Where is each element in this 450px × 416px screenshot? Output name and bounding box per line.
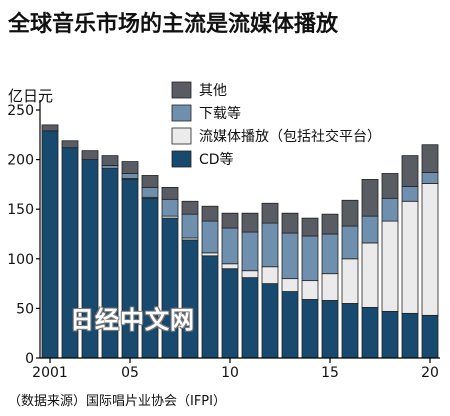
bar-segment-2002-series-3 [61,140,79,149]
legend-swatch-2 [171,127,192,145]
bar-segment-2018-series-3 [381,173,399,199]
bar-segment-2014-series-0 [301,299,319,359]
bar-segment-2005-series-3 [121,161,139,174]
axes-group: 0 50 100 150 200 250 2001 05 10 15 20 [7,100,440,381]
legend-label-2: 流媒体播放（包括社交平台） [199,128,381,145]
bar-segment-2012-series-0 [261,283,279,359]
x-tick-label-2020: 20 [421,365,439,381]
bar-segment-2015-series-2 [321,233,339,275]
bar-segment-2017-series-1 [361,242,379,308]
bar-segment-2018-series-0 [381,310,399,359]
bar-segment-2013-series-2 [281,232,299,280]
bar-segment-2010-series-1 [221,263,239,270]
bar-segment-2012-series-2 [261,222,279,268]
bar-segment-2008-series-2 [181,213,199,239]
legend-label-1: 下载等 [199,105,241,122]
bar-segment-2010-series-2 [221,227,239,265]
bar-segment-2019-series-0 [401,312,419,359]
bar-segment-2018-series-1 [381,220,399,312]
chart-title: 全球音乐市场的主流是流媒体播放 [8,12,339,37]
source-note: （数据来源）国际唱片业协会（IFPI） [8,394,226,409]
bar-segment-2012-series-3 [261,202,279,224]
bar-segment-2007-series-2 [161,198,179,217]
bar-segment-2011-series-0 [241,277,259,359]
x-tick-label-2005: 05 [121,365,139,381]
bar-segment-2004-series-3 [101,155,119,166]
y-tick-label-100: 100 [7,252,34,268]
bar-segment-2011-series-3 [241,212,259,233]
bar-segment-2020-series-1 [421,183,439,316]
bar-segment-2009-series-2 [201,220,219,254]
bar-segment-2007-series-0 [161,217,179,359]
bar-segment-2020-series-2 [421,172,439,184]
bar-segment-2020-series-3 [421,144,439,173]
bar-segment-2017-series-0 [361,307,379,359]
bar-segment-2004-series-2 [101,165,119,169]
y-tick-label-250: 250 [7,103,34,119]
x-tick-label-2015: 15 [321,365,339,381]
bar-segment-2007-series-3 [161,186,179,200]
legend-swatch-3 [171,150,192,168]
x-tick-label-2010: 10 [221,365,239,381]
bar-segment-2013-series-3 [281,212,299,234]
bar-segment-2003-series-3 [81,150,99,160]
bar-segment-2010-series-3 [221,212,239,229]
bar-segment-2009-series-1 [201,252,219,257]
bar-segment-2017-series-2 [361,215,379,244]
bar-segment-2014-series-2 [301,235,319,282]
bar-segment-2006-series-2 [141,186,159,198]
bar-segment-2017-series-3 [361,179,379,217]
bar-segment-2006-series-3 [141,175,159,188]
bar-segment-2016-series-1 [341,258,359,304]
bar-segment-2020-series-0 [421,314,439,359]
bar-segment-2014-series-1 [301,280,319,300]
legend-swatch-1 [171,104,192,122]
x-tick-label-2001: 2001 [32,365,68,381]
y-tick-label-150: 150 [7,202,34,218]
bar-segment-2013-series-0 [281,291,299,359]
bar-segment-2015-series-3 [321,213,339,235]
bar-segment-2018-series-2 [381,197,399,222]
bar-segment-2019-series-1 [401,200,419,314]
bar-segment-2014-series-3 [301,217,319,237]
bar-segment-2008-series-3 [181,200,199,215]
bar-segment-2001-series-3 [41,124,59,132]
bar-segment-2013-series-1 [281,278,299,292]
bar-segment-2015-series-1 [321,273,339,301]
bar-segment-2009-series-3 [201,205,219,222]
bar-segment-2005-series-2 [121,173,139,179]
legend-label-3: CD等 [199,151,234,168]
bar-segment-2011-series-1 [241,270,259,279]
bar-segment-2016-series-3 [341,199,359,227]
bar-segment-2010-series-0 [221,268,239,359]
bar-segment-2019-series-3 [401,155,419,187]
bar-segment-2008-series-0 [181,239,199,359]
legend-swatch-0 [171,81,192,99]
legend-label-0: 其他 [199,83,227,99]
y-axis-unit-label: 亿日元 [8,87,54,105]
y-tick-label-0: 0 [25,351,34,367]
bar-segment-2001-series-0 [41,130,59,359]
watermark-logo: 日经中文网 [70,306,195,334]
bars-group [41,124,439,359]
y-tick-label-200: 200 [7,153,34,169]
y-tick-label-50: 50 [16,301,34,317]
bar-segment-2019-series-2 [401,185,419,202]
bar-segment-2011-series-2 [241,231,259,272]
bar-segment-2016-series-0 [341,303,359,359]
bar-segment-2012-series-1 [261,266,279,284]
bar-segment-2009-series-0 [201,255,219,359]
bar-segment-2016-series-2 [341,225,359,260]
bar-segment-2015-series-0 [321,300,339,359]
